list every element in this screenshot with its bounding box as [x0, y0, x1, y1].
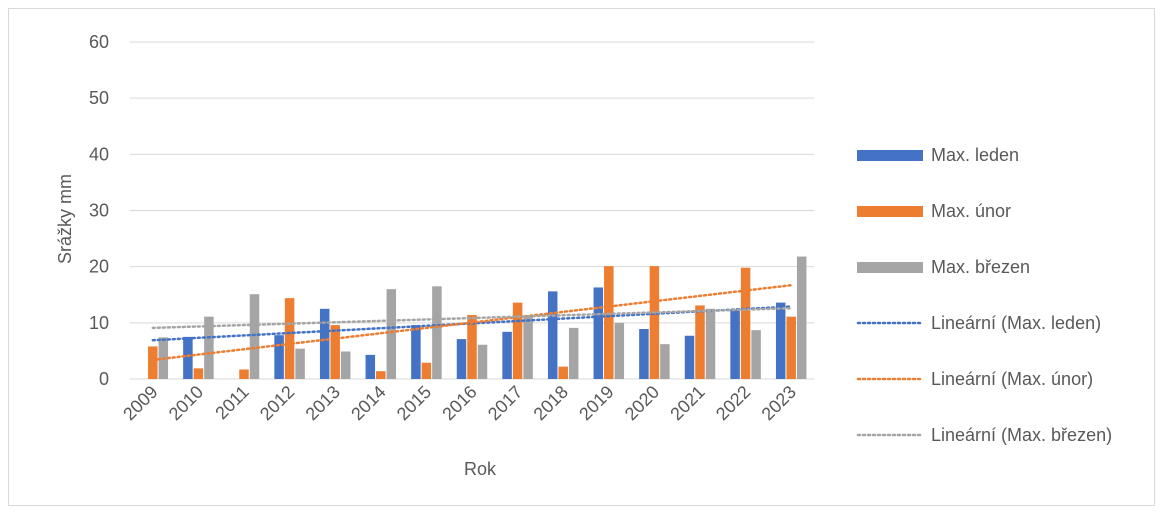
bar: [386, 289, 397, 379]
legend-swatch: [857, 206, 923, 217]
bar: [639, 329, 649, 379]
bar: [284, 298, 295, 379]
bar: [751, 330, 761, 379]
bar: [786, 316, 796, 379]
bar: [512, 302, 523, 379]
bar: [523, 315, 533, 379]
bar: [411, 325, 421, 379]
bar: [193, 368, 204, 379]
bar: [239, 369, 249, 379]
x-axis-ticks: 2009 2010 2011 2012 2013 2014 2015 2016 2017 2018…: [119, 382, 800, 424]
legend-label: Max. únor: [931, 201, 1011, 221]
bar: [148, 346, 158, 379]
y-axis-title: Srážky mm: [55, 174, 75, 264]
bar: [593, 287, 604, 379]
x-tick-label: 2012: [256, 382, 298, 424]
bar: [568, 327, 579, 379]
x-tick-label: 2022: [712, 382, 754, 424]
bar: [421, 362, 432, 379]
x-tick-label: 2011: [211, 382, 253, 424]
x-tick-label: 2009: [119, 382, 161, 424]
legend-label: Lineární (Max. březen): [931, 425, 1112, 445]
y-tick-label: 0: [99, 369, 109, 389]
chart-frame: 0 10 20 30 40 50 60 2009 2010 2011 2012 2013 2014 20…: [8, 8, 1155, 506]
bar: [740, 267, 751, 379]
bar: [432, 286, 442, 379]
bar: [249, 294, 260, 379]
legend-swatch: [857, 262, 923, 273]
x-tick-label: 2019: [575, 382, 617, 424]
x-tick-label: 2010: [165, 382, 207, 424]
gridlines: [130, 41, 814, 380]
y-tick-label: 50: [89, 88, 109, 108]
bar: [295, 348, 305, 379]
bar: [467, 314, 477, 379]
bars: [148, 256, 807, 379]
bar: [695, 305, 705, 379]
bar: [730, 309, 740, 379]
bar: [705, 308, 716, 379]
bar: [274, 335, 284, 379]
y-tick-label: 10: [89, 313, 109, 333]
legend-label: Max. březen: [931, 257, 1030, 277]
bar: [183, 336, 193, 379]
x-tick-label: 2020: [621, 382, 663, 424]
x-tick-label: 2017: [484, 382, 526, 424]
bar: [502, 331, 512, 379]
y-tick-label: 30: [89, 201, 109, 221]
bar: [319, 308, 330, 379]
x-tick-label: 2018: [530, 382, 572, 424]
trendlines: [151, 283, 793, 362]
y-tick-label: 20: [89, 257, 109, 277]
bar: [649, 266, 660, 379]
bar: [456, 339, 467, 379]
x-tick-label: 2016: [438, 382, 480, 424]
bar: [614, 322, 625, 379]
bar: [684, 335, 695, 379]
x-tick-label: 2014: [347, 382, 389, 424]
bar: [204, 316, 214, 379]
trendline: [151, 283, 793, 362]
bar: [775, 302, 786, 379]
legend-label: Lineární (Max. leden): [931, 313, 1101, 333]
x-tick-label: 2023: [758, 382, 800, 424]
trendline: [151, 306, 793, 330]
bar: [340, 351, 351, 379]
bar: [604, 266, 614, 379]
y-tick-label: 60: [89, 32, 109, 52]
legend-swatch: [857, 150, 923, 161]
bar: [558, 366, 568, 379]
bar: [547, 291, 558, 379]
bar: [796, 256, 807, 379]
x-axis-title: Rok: [464, 459, 497, 479]
legend-label: Max. leden: [931, 145, 1019, 165]
x-tick-label: 2013: [302, 382, 344, 424]
legend-label: Lineární (Max. únor): [931, 369, 1093, 389]
bar: [660, 344, 670, 379]
bar: [330, 325, 340, 379]
bar: [477, 344, 488, 379]
bar: [365, 354, 376, 379]
legend: Max. leden Max. únor Max. březen Lineární (…: [856, 145, 1112, 445]
y-axis-ticks: 0 10 20 30 40 50 60: [89, 32, 109, 389]
x-tick-label: 2015: [393, 382, 435, 424]
x-tick-label: 2021: [666, 382, 708, 424]
bar: [376, 371, 386, 379]
y-tick-label: 40: [89, 144, 109, 164]
